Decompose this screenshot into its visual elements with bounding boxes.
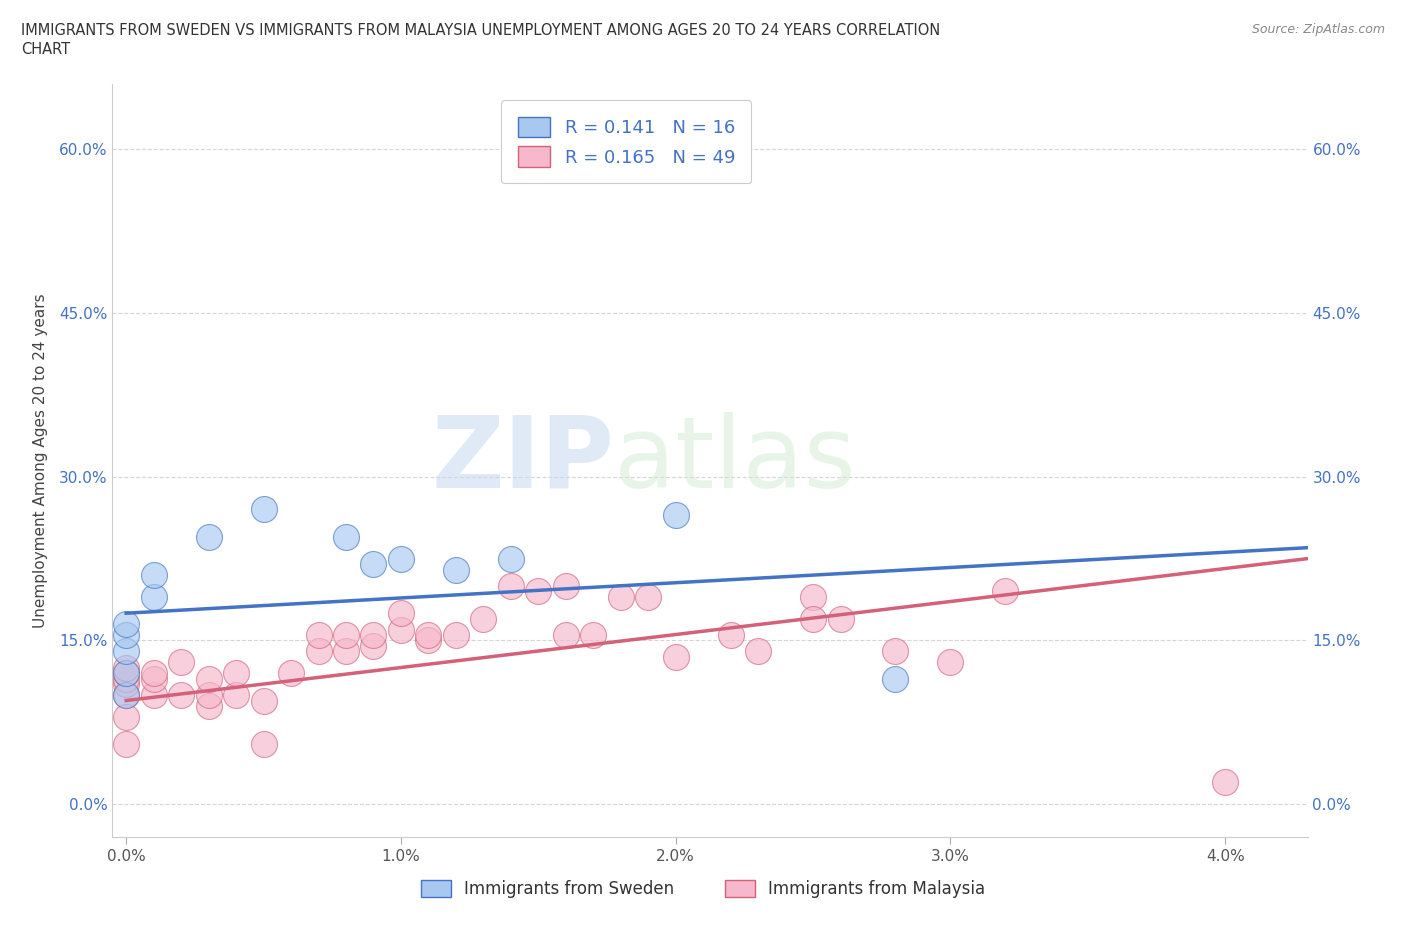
Text: IMMIGRANTS FROM SWEDEN VS IMMIGRANTS FROM MALAYSIA UNEMPLOYMENT AMONG AGES 20 TO: IMMIGRANTS FROM SWEDEN VS IMMIGRANTS FRO… (21, 23, 941, 38)
Point (389, 605, 412, 620)
Point (197, 698, 219, 713)
Point (720, 628, 742, 643)
Point (335, 529, 357, 544)
Point (197, 687, 219, 702)
Point (444, 562, 467, 577)
Point (335, 628, 357, 643)
Point (252, 693, 274, 708)
Point (499, 551, 522, 566)
Point (747, 644, 769, 658)
Point (115, 660, 138, 675)
Point (884, 671, 907, 686)
Point (637, 590, 659, 604)
Point (1213, 775, 1236, 790)
Point (142, 590, 165, 604)
Point (884, 644, 907, 658)
Point (830, 611, 852, 626)
Point (418, 633, 440, 648)
Point (142, 567, 165, 582)
Point (308, 644, 330, 658)
Point (197, 671, 219, 686)
Point (444, 628, 467, 643)
Point (115, 666, 138, 681)
Point (225, 666, 247, 681)
Y-axis label: Unemployment Among Ages 20 to 24 years: Unemployment Among Ages 20 to 24 years (32, 293, 48, 628)
Point (335, 644, 357, 658)
Point (582, 628, 605, 643)
Text: ZIP: ZIP (432, 412, 614, 509)
Point (363, 557, 385, 572)
Point (609, 590, 631, 604)
Point (115, 617, 138, 631)
Point (499, 578, 522, 593)
Point (170, 655, 193, 670)
Point (115, 644, 138, 658)
Point (252, 737, 274, 751)
Point (363, 628, 385, 643)
Point (252, 502, 274, 517)
Point (665, 649, 688, 664)
Point (363, 639, 385, 654)
Point (115, 677, 138, 692)
Point (225, 687, 247, 702)
Point (472, 611, 495, 626)
Point (115, 687, 138, 702)
Point (389, 551, 412, 566)
Point (197, 529, 219, 544)
Point (527, 584, 550, 599)
Point (115, 737, 138, 751)
Point (994, 584, 1017, 599)
Point (115, 687, 138, 702)
Text: Source: ZipAtlas.com: Source: ZipAtlas.com (1251, 23, 1385, 36)
Point (115, 671, 138, 686)
Point (939, 655, 962, 670)
Point (554, 628, 576, 643)
Point (308, 628, 330, 643)
Point (801, 611, 824, 626)
Text: atlas: atlas (614, 412, 856, 509)
Point (280, 666, 302, 681)
Point (554, 578, 576, 593)
Point (115, 666, 138, 681)
Point (142, 687, 165, 702)
Point (389, 622, 412, 637)
Point (170, 687, 193, 702)
Point (665, 508, 688, 523)
Point (115, 628, 138, 643)
Point (142, 666, 165, 681)
Point (115, 710, 138, 724)
Text: CHART: CHART (21, 42, 70, 57)
Legend: Immigrants from Sweden, Immigrants from Malaysia: Immigrants from Sweden, Immigrants from … (411, 870, 995, 908)
Legend: R = 0.141   N = 16, R = 0.165   N = 49: R = 0.141 N = 16, R = 0.165 N = 49 (502, 100, 751, 183)
Point (142, 671, 165, 686)
Point (418, 628, 440, 643)
Point (801, 590, 824, 604)
